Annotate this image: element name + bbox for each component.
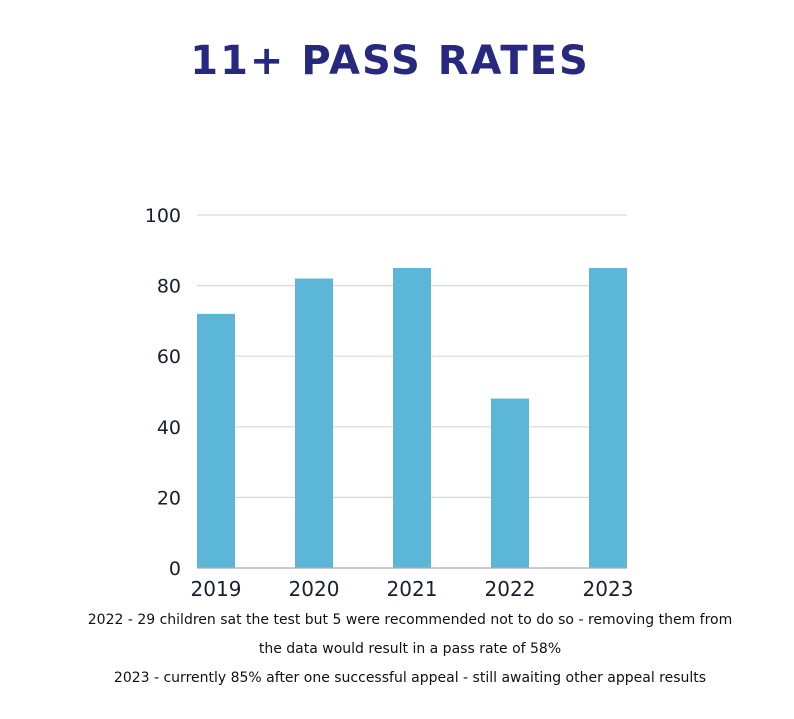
annotation-line: 2023 - currently 85% after one successfu… (113, 670, 707, 686)
annotation-line: the data would result in a pass rate of … (258, 641, 562, 657)
annotation-line: 2022 - 29 children sat the test but 5 we… (87, 612, 733, 628)
y-tick-label: 80 (157, 276, 181, 298)
y-tick-label: 60 (157, 346, 181, 368)
bar-2021 (393, 267, 431, 568)
y-tick-label: 40 (157, 417, 181, 439)
y-tick-label: 100 (145, 205, 181, 227)
y-tick-label: 20 (157, 487, 181, 509)
annotations: 2022 - 29 children sat the test but 5 we… (0, 606, 794, 693)
bar-2023 (589, 267, 627, 568)
y-axis-ticks: 0 20 40 60 80 100 (145, 205, 181, 580)
y-tick-label: 0 (169, 558, 181, 580)
x-tick-label: 2023 (583, 577, 634, 600)
x-tick-label: 2020 (289, 577, 340, 600)
bar-chart: 0 20 40 60 80 100 2019 2020 2021 2022 2023 (145, 205, 634, 600)
chart-title: 11+ PASS RATES (190, 38, 590, 84)
bar-2020 (295, 278, 333, 568)
x-tick-label: 2021 (387, 577, 438, 600)
x-tick-label: 2022 (485, 577, 536, 600)
x-axis-ticks: 2019 2020 2021 2022 2023 (191, 577, 634, 600)
bar-2019 (197, 313, 235, 568)
bar-2022 (491, 398, 529, 568)
x-tick-label: 2019 (191, 577, 242, 600)
bars (197, 267, 627, 568)
